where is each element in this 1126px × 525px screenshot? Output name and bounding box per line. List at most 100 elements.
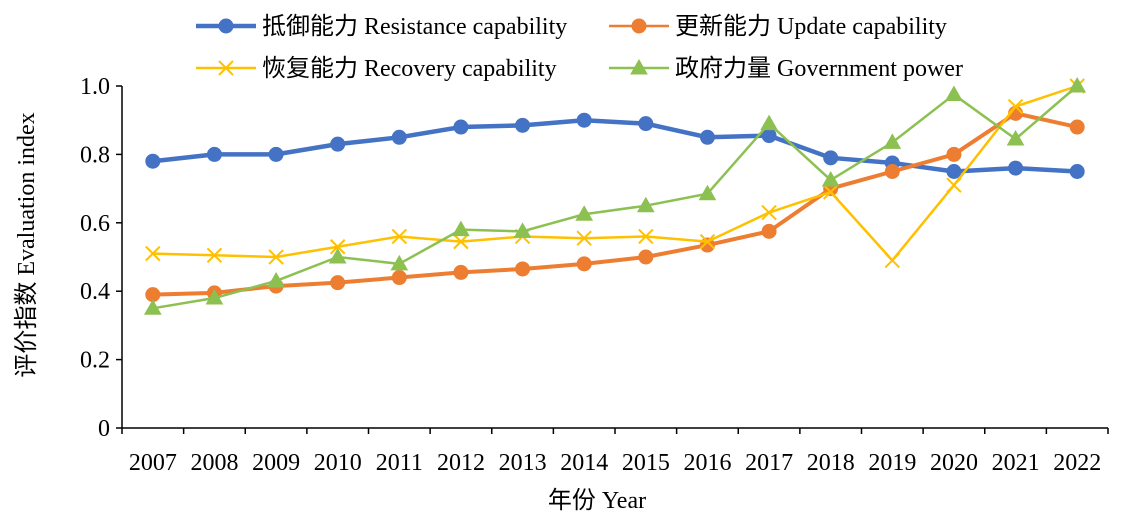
data-point bbox=[760, 114, 778, 131]
data-point bbox=[391, 228, 408, 245]
data-point bbox=[698, 184, 717, 201]
data-point bbox=[636, 196, 655, 213]
data-point bbox=[453, 119, 469, 135]
series-line bbox=[152, 111, 1078, 297]
y-axis-title: 评价指数 Evaluation index bbox=[13, 112, 40, 377]
y-tick-label: 1.0 bbox=[80, 74, 110, 100]
data-point bbox=[328, 247, 347, 264]
series-1 bbox=[145, 112, 1085, 179]
data-point bbox=[761, 204, 777, 221]
x-tick-label: 2010 bbox=[314, 450, 362, 476]
y-tick-label: 0 bbox=[98, 416, 110, 442]
data-point bbox=[638, 116, 654, 132]
x-tick-label: 2014 bbox=[560, 450, 608, 476]
data-point bbox=[638, 249, 654, 265]
x-tick-labels: 2007 2008 2009 2010 2011 2012 2013 2014 2015 2016… bbox=[121, 428, 1109, 476]
data-point bbox=[576, 256, 592, 272]
data-point bbox=[883, 133, 902, 149]
data-point bbox=[1069, 119, 1085, 135]
x-tick-label: 2011 bbox=[376, 450, 423, 476]
data-point bbox=[1007, 98, 1024, 115]
data-point bbox=[630, 58, 648, 75]
data-point bbox=[575, 205, 594, 221]
data-point bbox=[1069, 164, 1085, 179]
data-point bbox=[143, 299, 162, 315]
data-point bbox=[268, 146, 284, 162]
data-point bbox=[1068, 76, 1087, 93]
data-point bbox=[1006, 130, 1025, 146]
y-tick-labels: 0 0.2 0.4 0.6 0.8 1.0 bbox=[80, 74, 122, 442]
x-tick-label: 2018 bbox=[807, 450, 855, 476]
data-point bbox=[218, 60, 234, 76]
x-tick-label: 2012 bbox=[437, 450, 485, 476]
data-point bbox=[631, 18, 647, 34]
data-point bbox=[206, 247, 223, 263]
series-layer bbox=[143, 76, 1087, 315]
y-tick-label: 0.2 bbox=[80, 348, 110, 374]
x-tick-label: 2013 bbox=[499, 450, 547, 476]
data-point bbox=[821, 171, 840, 187]
data-point bbox=[513, 222, 532, 238]
series-3 bbox=[145, 78, 1085, 269]
data-point bbox=[699, 233, 716, 250]
data-point bbox=[1008, 160, 1024, 176]
legend-item: 抵御能力 Resistance capability bbox=[196, 13, 567, 40]
data-point bbox=[515, 117, 531, 133]
series-line bbox=[152, 84, 1078, 262]
data-point bbox=[267, 271, 285, 288]
data-point bbox=[576, 112, 592, 128]
data-point bbox=[515, 261, 531, 277]
legend-label: 恢复能力 Recovery capability bbox=[262, 55, 557, 82]
legend: 抵御能力 Resistance capability 更新能力 Update ca… bbox=[196, 13, 963, 82]
series-4 bbox=[143, 76, 1087, 315]
x-tick-label: 2021 bbox=[992, 450, 1040, 476]
series-2 bbox=[145, 105, 1085, 303]
data-point bbox=[699, 129, 715, 145]
data-point bbox=[823, 150, 839, 166]
legend-label: 抵御能力 Resistance capability bbox=[262, 13, 567, 40]
data-point bbox=[946, 177, 962, 193]
data-point bbox=[268, 249, 284, 265]
data-point bbox=[822, 184, 839, 200]
series-line bbox=[152, 85, 1079, 310]
data-point bbox=[884, 252, 901, 269]
legend-item: 政府力量 Government power bbox=[609, 55, 963, 82]
data-point bbox=[330, 136, 346, 152]
x-tick-label: 2019 bbox=[868, 450, 916, 476]
data-point bbox=[330, 275, 346, 291]
data-point bbox=[761, 223, 777, 239]
data-point bbox=[946, 164, 962, 179]
data-point bbox=[884, 164, 900, 179]
data-point bbox=[391, 270, 407, 286]
x-tick-label: 2008 bbox=[190, 450, 238, 476]
data-point bbox=[390, 254, 409, 271]
data-point bbox=[391, 129, 407, 145]
x-tick-label: 2017 bbox=[745, 450, 793, 476]
data-point bbox=[638, 228, 654, 245]
data-point bbox=[453, 233, 469, 250]
legend-label: 政府力量 Government power bbox=[675, 55, 963, 82]
data-point bbox=[452, 220, 470, 237]
x-tick-label: 2022 bbox=[1053, 450, 1101, 476]
data-point bbox=[946, 146, 962, 162]
legend-item: 更新能力 Update capability bbox=[609, 13, 947, 40]
data-point bbox=[205, 289, 224, 305]
data-point bbox=[145, 245, 161, 262]
legend-item: 恢复能力 Recovery capability bbox=[196, 55, 557, 82]
legend-label: 更新能力 Update capability bbox=[675, 13, 947, 40]
data-point bbox=[206, 146, 222, 162]
data-point bbox=[945, 85, 963, 102]
series-line bbox=[152, 117, 1078, 174]
x-tick-label: 2015 bbox=[622, 450, 670, 476]
data-point bbox=[576, 230, 592, 246]
data-point bbox=[329, 239, 346, 255]
y-tick-label: 0.6 bbox=[80, 211, 110, 237]
y-tick-label: 0.8 bbox=[80, 142, 110, 168]
x-tick-label: 2016 bbox=[683, 450, 731, 476]
x-tick-label: 2009 bbox=[252, 450, 300, 476]
x-axis-title: 年份 Year bbox=[548, 487, 646, 514]
data-point bbox=[218, 18, 234, 34]
x-tick-label: 2007 bbox=[129, 450, 177, 476]
